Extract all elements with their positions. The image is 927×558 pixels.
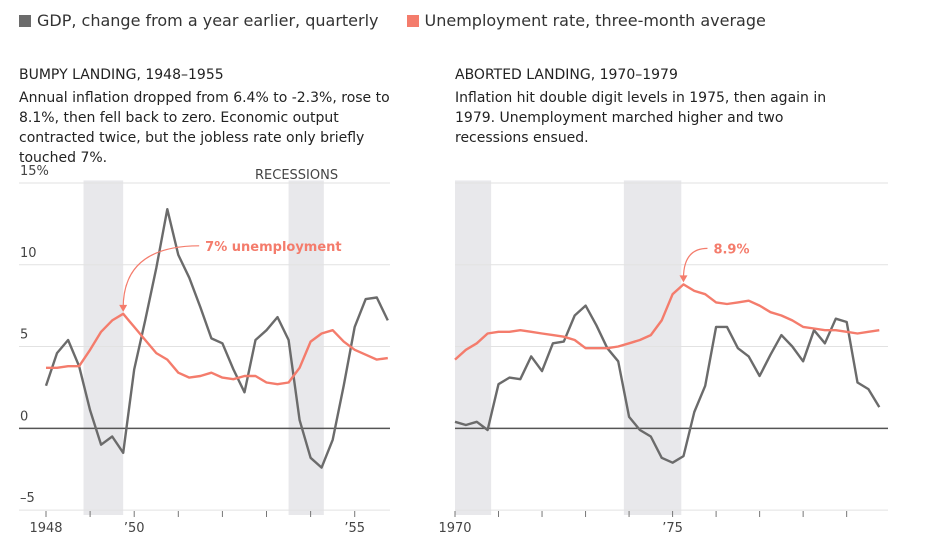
series-line [454, 304, 881, 464]
x-tick-label: ’50 [124, 521, 145, 536]
y-tick-label: 0 [20, 409, 28, 424]
series-line [44, 208, 389, 469]
x-tick-label: 1970 [438, 521, 471, 536]
panel-title: ABORTED LANDING, 1970–1979 [455, 67, 678, 83]
legend-label: Unemployment rate, three-month average [424, 11, 766, 30]
legend-item: Unemployment rate, three-month average [406, 11, 766, 30]
series-line [46, 312, 388, 386]
panel-subtitle: Annual inflation dropped from 6.4% to -2… [19, 90, 390, 166]
legend-swatch [19, 15, 31, 27]
recession-label: RECESSIONS [255, 168, 338, 183]
legend-item: GDP, change from a year earlier, quarter… [19, 11, 379, 30]
annotation-arrow [122, 245, 200, 308]
legend: GDP, change from a year earlier, quarter… [19, 11, 766, 30]
y-tick-label: 5 [20, 328, 28, 343]
x-tick-label: ’75 [662, 521, 683, 536]
panel-subtitle: Inflation hit double digit levels in 197… [455, 90, 827, 146]
annotation: 7% unemployment [205, 240, 341, 255]
annotation-arrowhead [119, 304, 128, 312]
annotation-arrowhead [679, 275, 688, 283]
y-tick-label: –5 [20, 491, 35, 506]
x-tick-label: 1948 [29, 521, 62, 536]
y-tick-label: 15% [20, 164, 49, 179]
recession-band [83, 180, 124, 515]
y-tick-label: 10 [20, 246, 37, 261]
annotation: 8.9% [713, 242, 749, 257]
panel-title: BUMPY LANDING, 1948–1955 [19, 67, 224, 83]
recession-band [623, 180, 682, 515]
x-tick-label: ’55 [344, 521, 365, 536]
recession-band [288, 180, 324, 515]
legend-label: GDP, change from a year earlier, quarter… [37, 11, 379, 30]
recession-band [455, 180, 492, 515]
annotation-arrow [682, 247, 708, 279]
series-line [454, 283, 880, 361]
legend-swatch [406, 15, 419, 27]
